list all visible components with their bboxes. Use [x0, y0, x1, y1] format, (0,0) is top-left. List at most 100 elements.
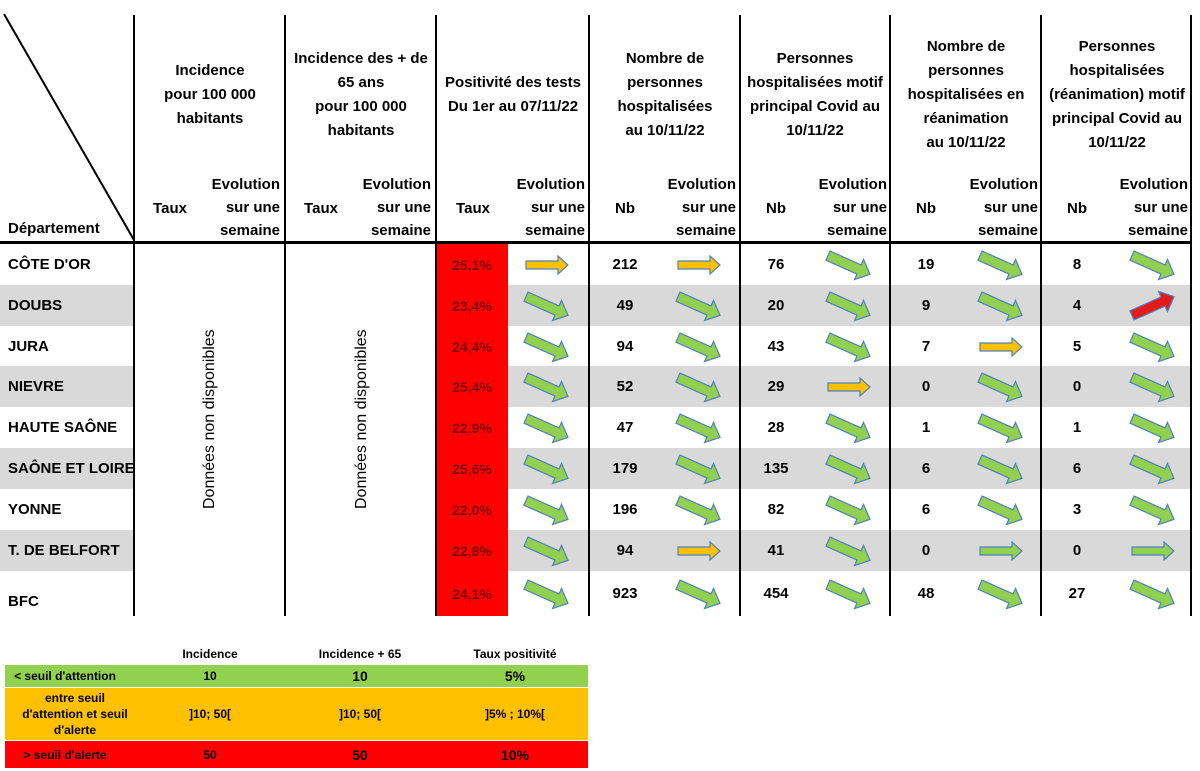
arrow-right-icon — [822, 370, 876, 409]
positivity-value: 22,9% — [452, 419, 492, 436]
grid-vline-1 — [133, 15, 135, 616]
hospitalized-value: 94 — [616, 542, 634, 559]
legend-label-above: > seuil d'alerte — [23, 747, 107, 762]
hospitalized-value: 47 — [616, 419, 634, 436]
subheader-evolution-line: Evolution — [1119, 175, 1188, 193]
hospitalized-covid-value: 43 — [767, 338, 785, 355]
arrow-down-right-icon — [520, 534, 574, 573]
arrow-down-right-icon — [822, 493, 876, 532]
positivity-value: 25,6% — [452, 460, 492, 477]
incidence65-unavailable-block — [286, 244, 436, 616]
arrow-down-right-icon — [974, 493, 1028, 532]
header-incidence: Incidence pour 100 000 habitants — [164, 62, 256, 127]
subheader-evolution-line: Evolution — [667, 175, 736, 193]
legend-header-positivity: Taux positivité — [473, 647, 557, 661]
arrow-down-right-icon — [520, 452, 574, 491]
subheader-evolution-line: sur une — [1133, 198, 1188, 216]
legend-row-below-attention: < seuil d'attention 10 10 5% — [5, 665, 588, 687]
arrow-down-right-icon — [822, 289, 876, 328]
arrow-down-right-icon — [1126, 493, 1180, 532]
arrow-right-icon — [974, 330, 1028, 369]
subheader-evolution-line: sur une — [681, 198, 736, 216]
subheader-evolution-line: semaine — [675, 221, 736, 239]
hospitalized-covid-value: 135 — [763, 460, 789, 477]
subheader-evolution-line: semaine — [977, 221, 1038, 239]
grid-vline-2 — [284, 15, 286, 616]
icu-covid-value: 0 — [1072, 542, 1082, 559]
grid-vline-4 — [588, 15, 590, 616]
arrow-down-right-icon — [974, 411, 1028, 450]
subheader-taux: Taux — [456, 199, 490, 217]
legend-label-between: entre seuil d'attention et seuil d'alert… — [22, 691, 128, 737]
arrow-down-right-icon — [974, 370, 1028, 409]
row-department: YONNE — [8, 501, 62, 518]
legend-value-positivity: ]5% ; 10%[ — [484, 707, 546, 721]
row-department: JURA — [8, 338, 49, 355]
header-diagonal-line — [3, 13, 135, 241]
arrow-up-right-icon — [1126, 289, 1180, 328]
subheader-evolution: Evolution sur une semaine — [811, 172, 891, 242]
legend-header-incidence: Incidence — [182, 647, 238, 661]
grid-vline-7 — [1040, 15, 1042, 616]
arrow-down-right-icon — [974, 452, 1028, 491]
arrow-down-right-icon — [822, 452, 876, 491]
arrow-down-right-icon — [822, 330, 876, 369]
subheader-evolution-line: semaine — [370, 221, 431, 239]
row-department: NIEVRE — [8, 378, 64, 395]
legend-row-between: entre seuil d'attention et seuil d'alert… — [5, 688, 588, 740]
arrow-down-right-icon — [672, 452, 726, 491]
icu-value: 6 — [921, 460, 931, 477]
subheader-evolution-line: sur une — [983, 198, 1038, 216]
icu-value: 1 — [921, 419, 931, 436]
arrow-down-right-icon — [822, 534, 876, 573]
subheader-evolution-line: Evolution — [516, 175, 585, 193]
department-header: Département — [8, 220, 100, 237]
row-department: DOUBS — [8, 297, 63, 314]
icu-value: 9 — [921, 297, 931, 314]
row-department: CÔTE D'OR — [8, 256, 91, 273]
icu-covid-value: 27 — [1068, 585, 1086, 602]
arrow-down-right-icon — [1126, 577, 1180, 616]
legend-value-positivity: 10% — [500, 746, 530, 763]
subheader-evolution-line: semaine — [219, 221, 280, 239]
legend-value-incidence: ]10; 50[ — [188, 707, 232, 721]
arrow-down-right-icon — [1126, 370, 1180, 409]
incidence-unavailable-text: Données non disponibles — [201, 329, 218, 509]
arrow-down-right-icon — [520, 289, 574, 328]
arrow-down-right-icon — [974, 577, 1028, 616]
hospitalized-value: 212 — [612, 256, 638, 273]
subheader-evolution: Evolution sur une semaine — [962, 172, 1042, 242]
incidence65-unavailable-text: Données non disponibles — [353, 329, 370, 509]
legend-value-incidence-65: 50 — [352, 746, 368, 763]
subheader-nb: Nb — [916, 199, 936, 217]
subheader-nb: Nb — [766, 199, 786, 217]
hospitalized-value: 196 — [612, 501, 638, 518]
icu-value: 6 — [921, 501, 931, 518]
arrow-down-right-icon — [672, 411, 726, 450]
arrow-down-right-icon — [822, 248, 876, 287]
positivity-value: 24,1% — [452, 585, 492, 602]
arrow-down-right-icon — [520, 493, 574, 532]
legend-value-incidence-65: ]10; 50[ — [338, 707, 382, 721]
subheader-taux: Taux — [153, 199, 187, 217]
icu-value: 0 — [921, 542, 931, 559]
hospitalized-value: 923 — [612, 585, 638, 602]
icu-covid-value: 4 — [1072, 297, 1082, 314]
subheader-evolution: Evolution sur une semaine — [357, 172, 435, 242]
arrow-down-right-icon — [822, 411, 876, 450]
arrow-down-right-icon — [520, 330, 574, 369]
legend-label-below: < seuil d'attention — [14, 669, 116, 683]
icu-covid-value: 3 — [1072, 501, 1082, 518]
legend-value-incidence: 10 — [203, 669, 217, 683]
icu-covid-value: 5 — [1072, 338, 1082, 355]
grid-vline-8 — [1190, 15, 1192, 616]
arrow-right-icon — [520, 248, 574, 287]
arrow-down-right-icon — [672, 330, 726, 369]
icu-value: 48 — [917, 585, 935, 602]
header-positivity: Positivité des tests Du 1er au 07/11/22 — [445, 74, 581, 115]
arrow-down-right-icon — [672, 493, 726, 532]
row-department: BFC — [8, 593, 39, 610]
arrow-down-right-icon — [974, 248, 1028, 287]
header-hospitalized: Nombre de personnes hospitalisées au 10/11/… — [617, 50, 713, 139]
icu-covid-value: 0 — [1072, 378, 1082, 395]
